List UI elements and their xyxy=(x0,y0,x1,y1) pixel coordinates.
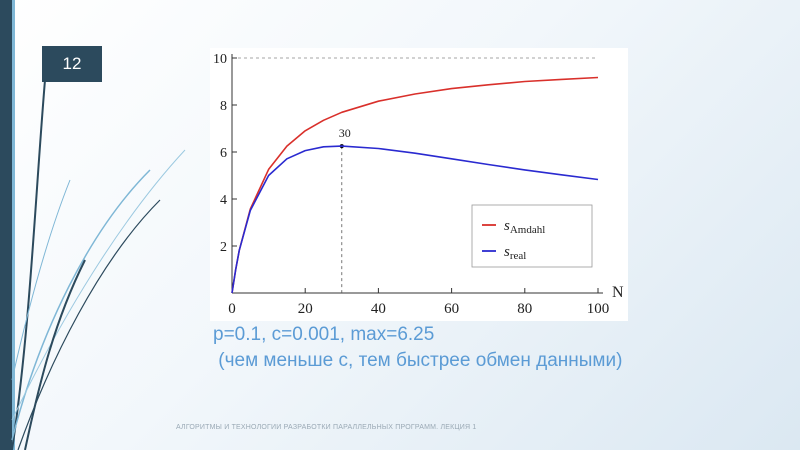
x-tick-label: 80 xyxy=(517,301,532,317)
slide-number: 12 xyxy=(42,46,102,82)
x-tick-label: 40 xyxy=(371,301,386,317)
slide-footer: АЛГОРИТМЫ И ТЕХНОЛОГИИ РАЗРАБОТКИ ПАРАЛЛ… xyxy=(176,424,477,431)
left-accent-stripe xyxy=(12,0,15,450)
legend-label-main: s xyxy=(504,244,510,260)
x-tick-label: 60 xyxy=(444,301,459,317)
left-sidebar-bar xyxy=(0,0,12,450)
x-axis-label: N xyxy=(612,284,624,301)
chart-panel: 2 4 6 8 10 0 20 40 60 80 100 N 30 sAmdahl sreal xyxy=(210,48,628,321)
legend-label: sreal xyxy=(504,244,526,262)
y-tick-label: 10 xyxy=(213,52,227,67)
x-tick-label: 100 xyxy=(587,301,610,317)
y-tick-label: 6 xyxy=(220,146,227,161)
y-tick-label: 8 xyxy=(220,99,227,114)
y-tick-label: 2 xyxy=(220,240,227,255)
decorative-swooshes xyxy=(11,79,186,450)
legend-label-main: s xyxy=(504,218,510,234)
series-line-real xyxy=(231,145,599,294)
x-tick-label: 0 xyxy=(228,301,236,317)
legend-label: sAmdahl xyxy=(504,218,545,236)
y-tick-label: 4 xyxy=(220,193,227,208)
legend-label-subscript: Amdahl xyxy=(510,224,545,236)
x-tick-label: 20 xyxy=(298,301,313,317)
legend-label-subscript: real xyxy=(510,250,526,262)
legend-box xyxy=(471,204,593,268)
slide-caption: p=0.1, c=0.001, max=6.25 (чем меньше с, … xyxy=(213,322,633,374)
annotation-label: 30 xyxy=(339,126,351,140)
caption-params: p=0.1, c=0.001, max=6.25 xyxy=(213,324,435,345)
caption-note: (чем меньше с, тем быстрее обмен данными… xyxy=(213,350,623,371)
